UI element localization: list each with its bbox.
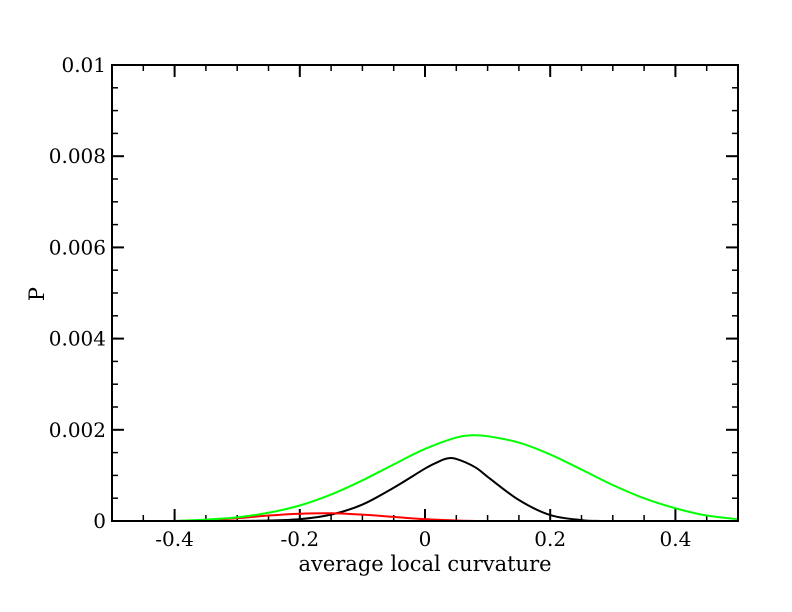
y-tick-label: 0.002 <box>49 418 106 442</box>
y-axis-title: P <box>25 287 49 301</box>
y-tick-labels: 0 0.002 0.004 0.006 0.008 0.01 <box>49 53 106 533</box>
y-tick-label: 0.004 <box>49 327 106 351</box>
series-group <box>174 434 739 522</box>
plot-frame <box>111 64 739 522</box>
y-tick-label: 0.008 <box>49 144 106 168</box>
plot-background <box>112 65 738 521</box>
x-tick-label: -0.2 <box>281 527 320 551</box>
x-tick-label: -0.4 <box>155 527 194 551</box>
series-line-3 <box>174 434 739 522</box>
x-tick-label: 0.2 <box>534 527 566 551</box>
y-tick-label: 0.01 <box>61 53 106 77</box>
x-tick-label: 0 <box>419 527 432 551</box>
y-tick-label: 0.006 <box>49 235 106 259</box>
x-tick-label: 0.4 <box>659 527 691 551</box>
x-tick-labels: -0.4 -0.2 0 0.2 0.4 <box>155 527 691 551</box>
x-axis-title: average local curvature <box>298 552 551 576</box>
y-tick-label: 0 <box>93 509 106 533</box>
series-line-1 <box>237 457 601 522</box>
